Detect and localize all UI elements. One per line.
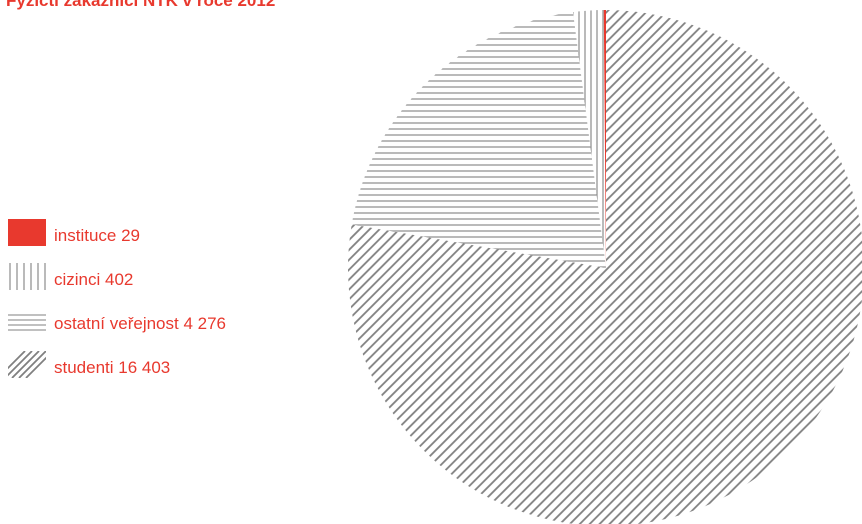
legend: instituce 29 cizinci 402 ostatní veřejno…	[8, 202, 226, 378]
legend-swatch-studenti	[8, 351, 46, 378]
legend-label-cizinci: cizinci 402	[54, 270, 134, 289]
legend-label-studenti: studenti 16 403	[54, 358, 171, 377]
pie-slice-instituce	[603, 10, 606, 268]
legend-swatch-instituce	[8, 219, 46, 246]
pie-slice-cizinci	[572, 10, 606, 268]
legend-item-ostatni-verejnost: ostatní veřejnost 4 276	[8, 290, 226, 334]
pie-slice-ostatni-verejnost	[351, 12, 606, 269]
legend-swatch-cizinci	[9, 263, 46, 290]
pie-slice-studenti	[348, 10, 862, 524]
chart-title: Fyzičtí zákazníci NTK v roce 2012	[6, 0, 276, 10]
legend-item-instituce: instituce 29	[8, 202, 226, 246]
legend-label-instituce: instituce 29	[54, 226, 140, 245]
legend-label-ostatni-verejnost: ostatní veřejnost 4 276	[54, 314, 227, 333]
legend-swatch-ostatni-verejnost	[8, 314, 46, 331]
legend-item-cizinci: cizinci 402	[8, 246, 226, 290]
legend-item-studenti: studenti 16 403	[8, 334, 226, 378]
